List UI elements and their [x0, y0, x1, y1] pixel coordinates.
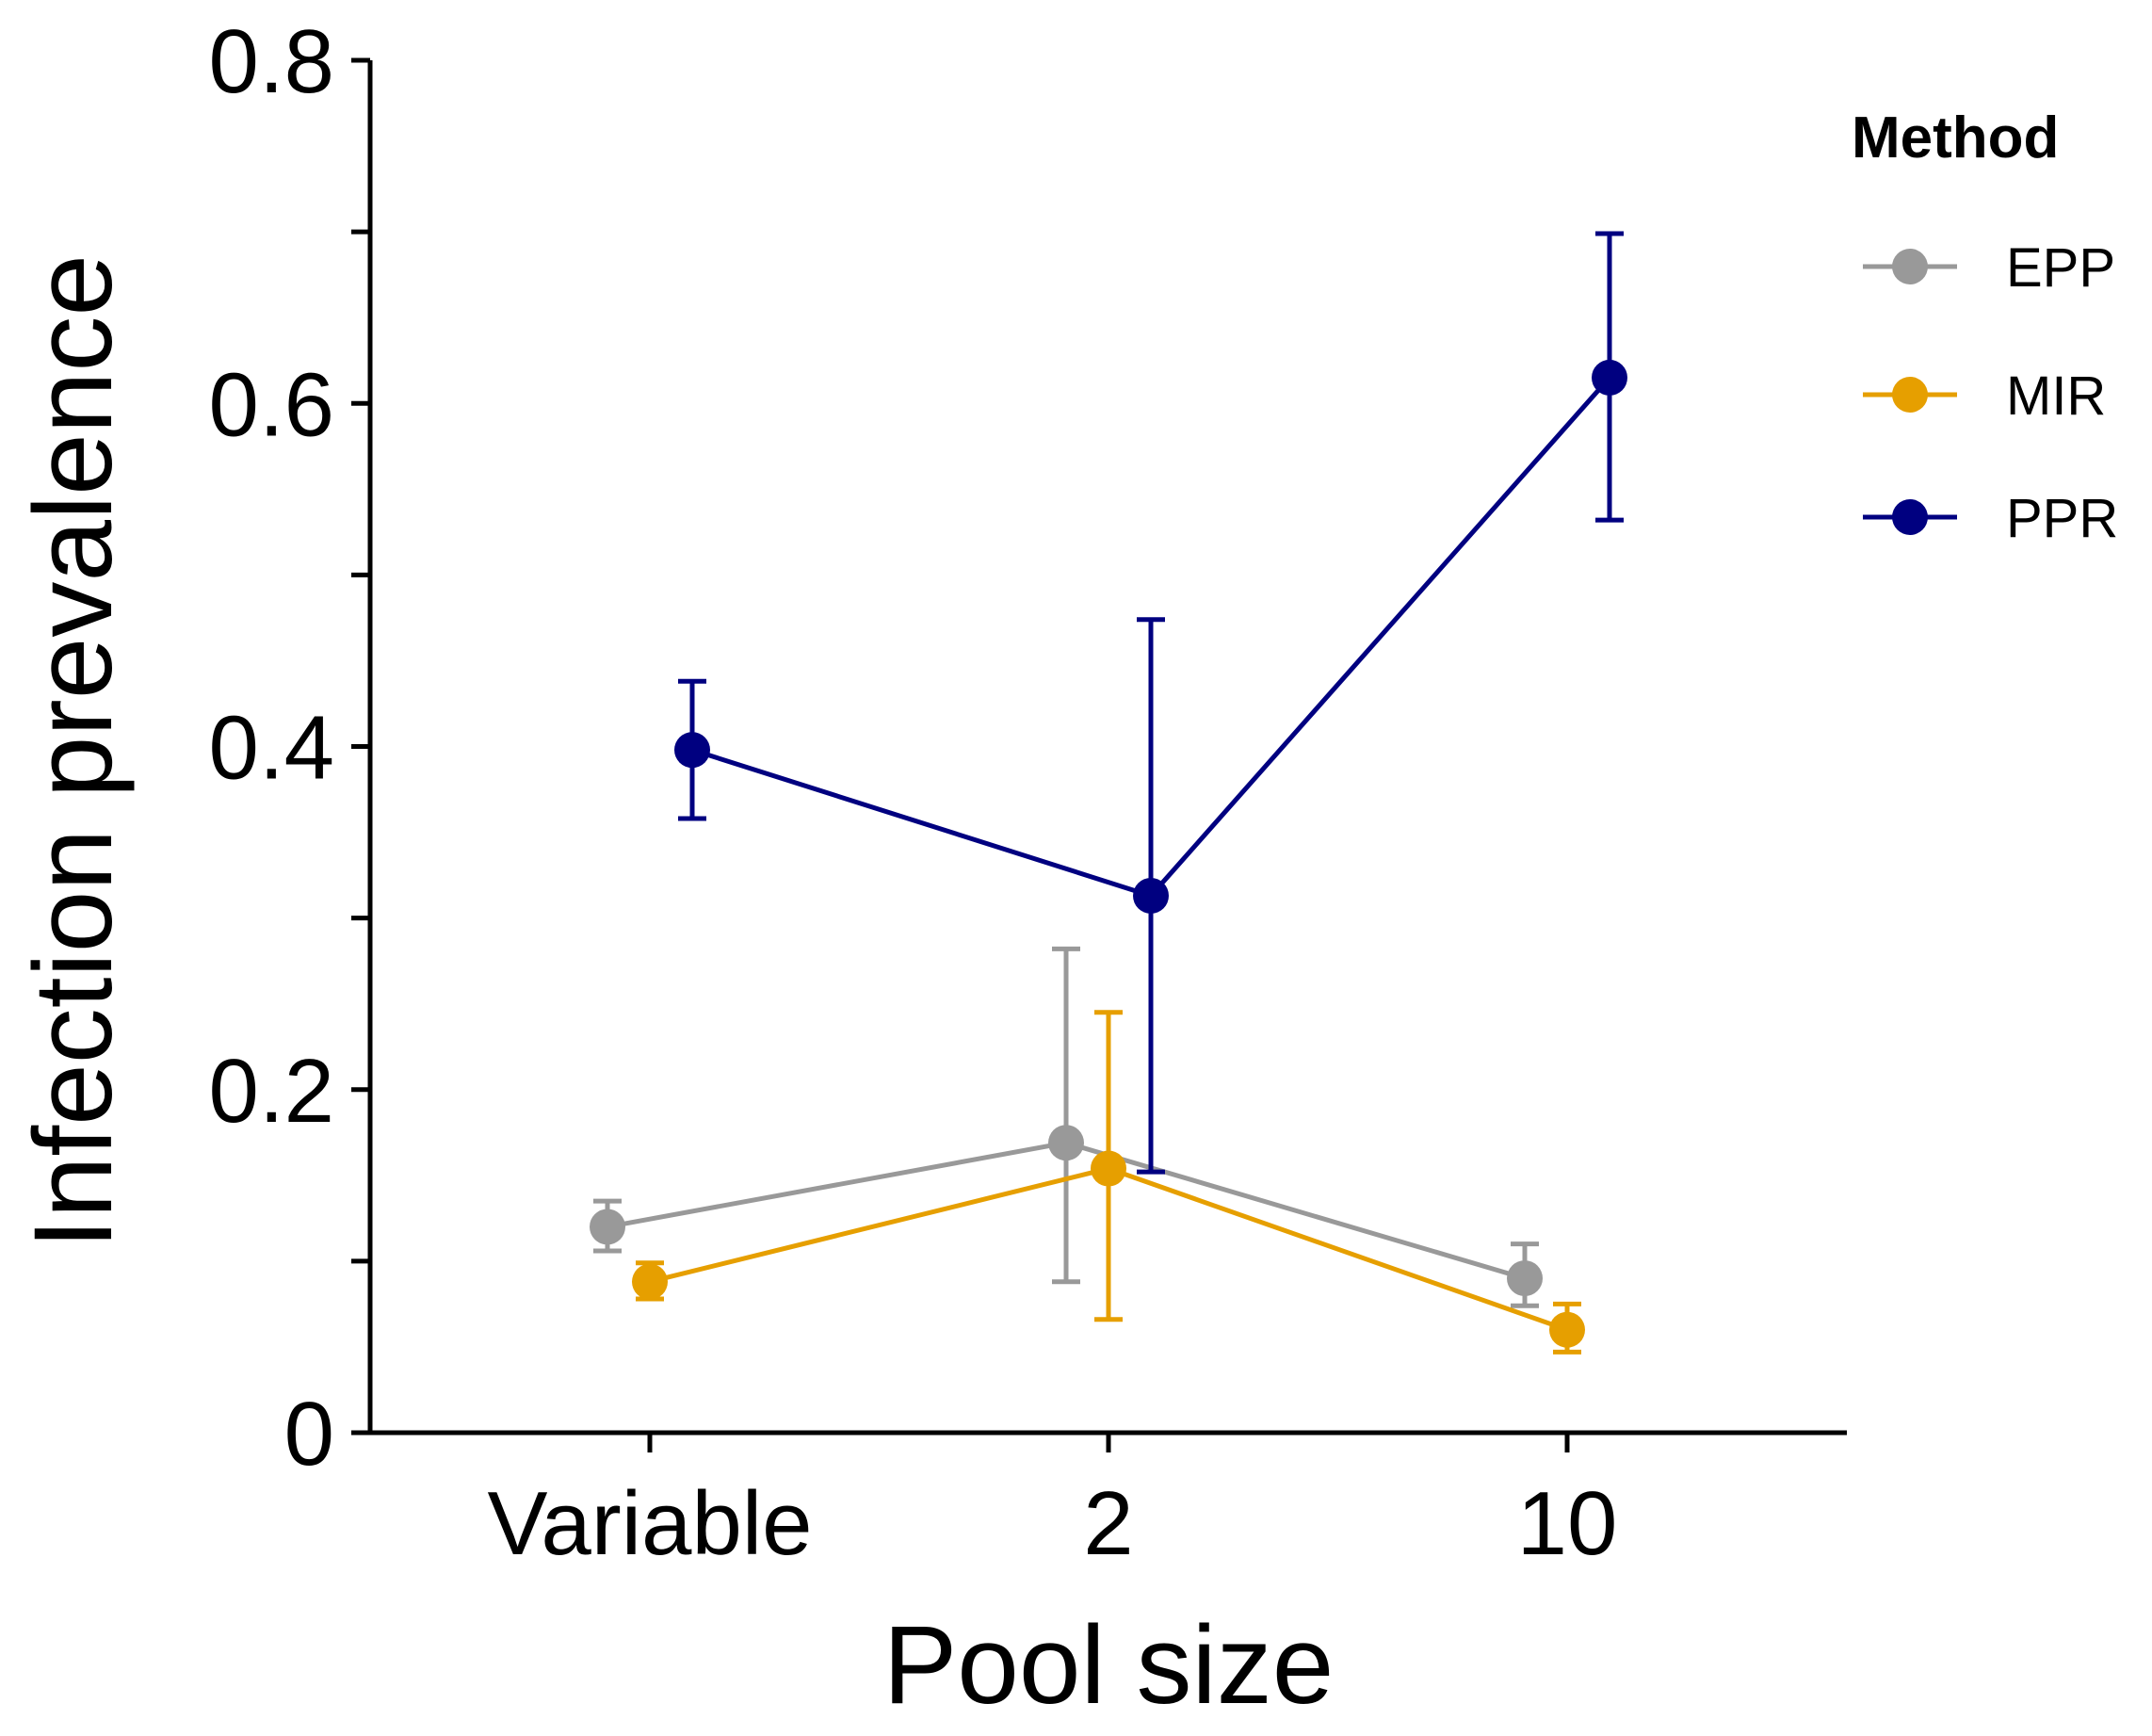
y-tick-label: 0.6 — [209, 354, 334, 455]
data-point — [1133, 877, 1169, 914]
legend-item-mir: MIR — [1863, 365, 2106, 427]
data-point — [1091, 1150, 1126, 1187]
x-tick-label: Variable — [487, 1473, 812, 1574]
data-point — [632, 1263, 668, 1300]
y-axis-title: Infection prevalence — [11, 254, 136, 1249]
data-point — [1507, 1260, 1543, 1297]
y-tick-label: 0 — [284, 1384, 334, 1485]
legend-label: EPP — [2006, 237, 2115, 299]
data-point — [1549, 1311, 1585, 1348]
legend-key-point — [1892, 499, 1928, 535]
series-epp — [590, 946, 1543, 1308]
legend-key-point — [1892, 249, 1928, 284]
series-layer — [590, 231, 1627, 1355]
data-point — [1592, 359, 1627, 396]
y-ticks: 0 0.2 0.4 0.6 0.8 — [209, 11, 370, 1485]
series-mir — [632, 1010, 1585, 1355]
x-axis-title: Pool size — [883, 1603, 1335, 1728]
legend-item-ppr: PPR — [1863, 488, 2118, 549]
legend-label: MIR — [2006, 365, 2106, 427]
x-tick-label: 2 — [1083, 1473, 1133, 1574]
data-point — [590, 1209, 625, 1245]
y-tick-label: 0.8 — [209, 11, 334, 112]
legend-title: Method — [1852, 105, 2059, 170]
x-ticks: Variable 2 10 — [487, 1433, 1617, 1574]
y-tick-label: 0.4 — [209, 698, 334, 799]
legend-item-epp: EPP — [1863, 237, 2115, 299]
legend: Method EPP MIR PPR — [1852, 105, 2118, 549]
legend-key-point — [1892, 377, 1928, 413]
data-point — [674, 732, 710, 769]
series-ppr — [674, 231, 1627, 1175]
data-point — [1048, 1125, 1084, 1161]
legend-label: PPR — [2006, 488, 2118, 549]
error-bar — [1052, 946, 1080, 1285]
x-tick-label: 10 — [1517, 1473, 1618, 1574]
y-tick-label: 0.2 — [209, 1041, 334, 1142]
